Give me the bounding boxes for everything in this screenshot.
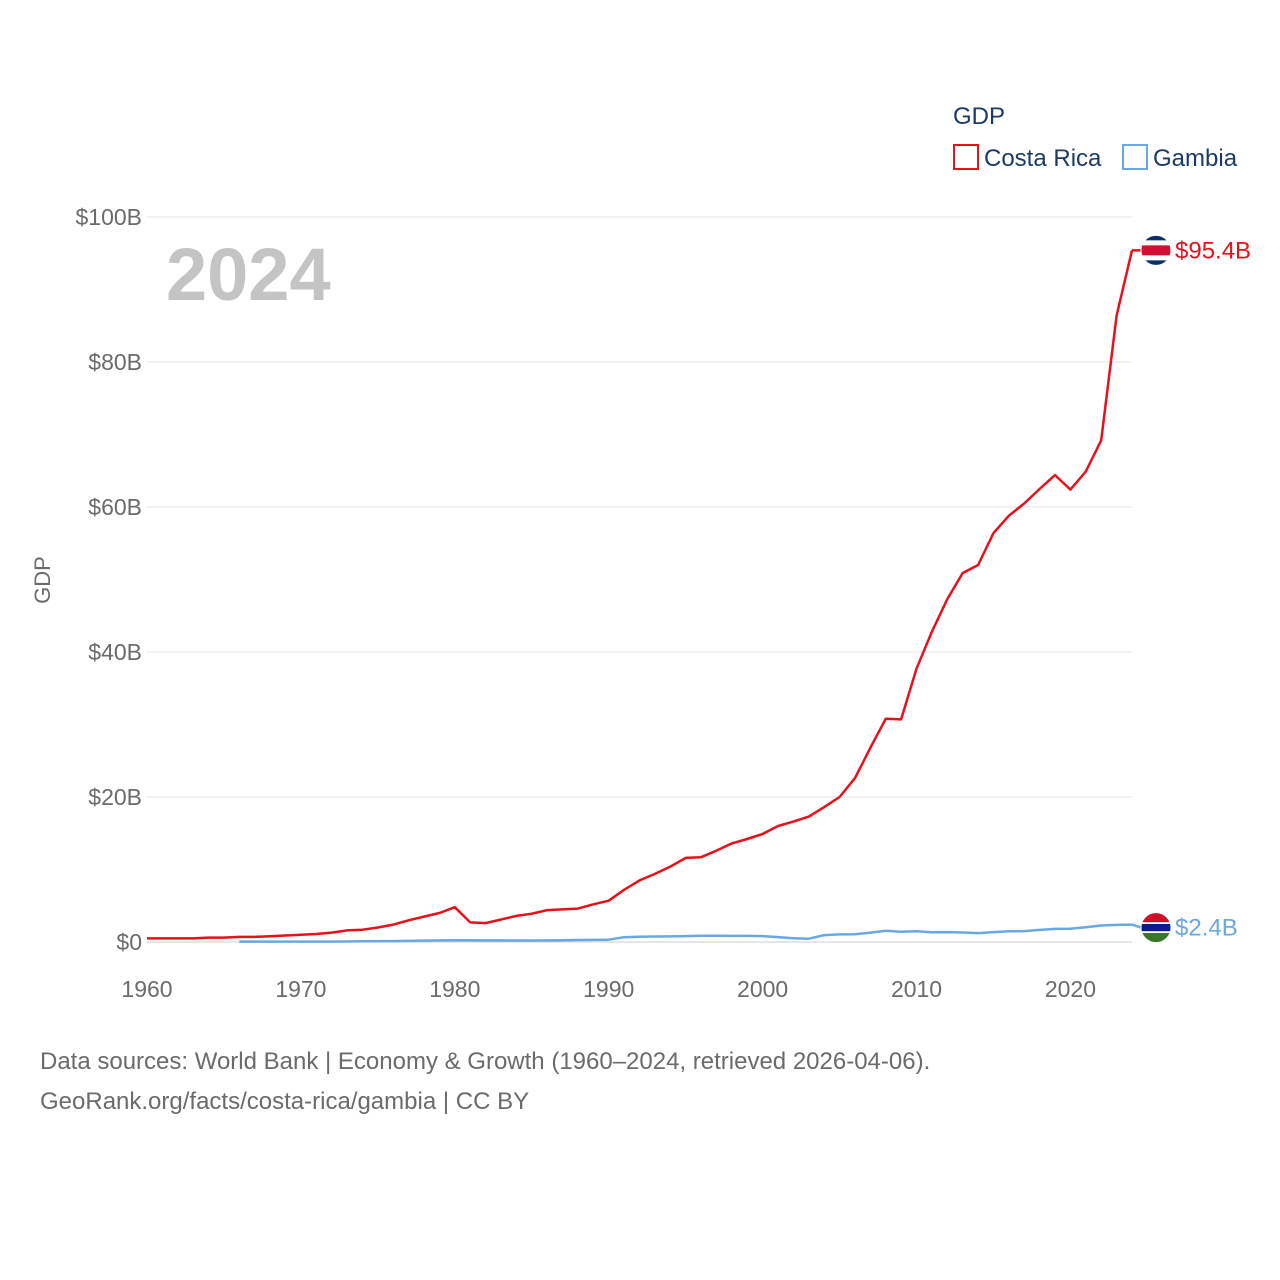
legend-swatch-gambia — [1122, 144, 1148, 170]
y-tick-label: $100B — [75, 204, 142, 230]
x-tick-label: 1960 — [121, 976, 172, 1002]
legend-label-gambia: Gambia — [1153, 145, 1238, 172]
x-tick-label: 1980 — [429, 976, 480, 1002]
costa-rica-flag-icon — [1140, 234, 1172, 266]
legend-label-costa-rica: Costa Rica — [984, 145, 1102, 172]
year-label: 2024 — [166, 233, 331, 316]
x-tick-label: 1970 — [275, 976, 326, 1002]
legend-title: GDP — [953, 103, 1005, 130]
gambia-flag-icon — [1140, 912, 1172, 944]
y-axis-label: GDP — [30, 556, 55, 604]
series-line-costa-rica — [147, 250, 1134, 940]
legend-item-costa-rica[interactable]: Costa Rica — [953, 144, 1102, 172]
y-axis-ticks: $0 $20B $40B $60B $80B $100B — [75, 204, 142, 955]
end-value-label-gambia: $2.4B — [1175, 915, 1238, 942]
legend-swatch-costa-rica — [953, 144, 979, 170]
end-markers: $95.4B $2.4B — [1131, 234, 1251, 944]
source-line: Data sources: World Bank | Economy & Gro… — [40, 1048, 931, 1075]
data-source-note: Data sources: World Bank | Economy & Gro… — [40, 1042, 930, 1122]
x-tick-label: 2010 — [891, 976, 942, 1002]
grid-lines — [147, 216, 1132, 943]
legend-item-gambia[interactable]: Gambia — [1122, 144, 1238, 172]
y-tick-label: $80B — [88, 349, 142, 375]
end-connector — [1131, 923, 1142, 929]
y-tick-label: $20B — [88, 784, 142, 810]
legend[interactable]: GDP Costa Rica Gambia — [953, 103, 1238, 172]
x-tick-label: 2000 — [737, 976, 788, 1002]
y-tick-label: $0 — [116, 929, 142, 955]
x-tick-label: 1990 — [583, 976, 634, 1002]
end-value-label-costa-rica: $95.4B — [1175, 237, 1251, 264]
y-tick-label: $60B — [88, 494, 142, 520]
y-tick-label: $40B — [88, 639, 142, 665]
attribution-line: GeoRank.org/facts/costa-rica/gambia | CC… — [40, 1088, 530, 1115]
x-tick-label: 2020 — [1045, 976, 1096, 1002]
series-lines — [147, 250, 1134, 943]
x-axis-ticks: 1960 1970 1980 1990 2000 2010 2020 — [121, 976, 1096, 1002]
series-line-gambia — [239, 923, 1133, 943]
